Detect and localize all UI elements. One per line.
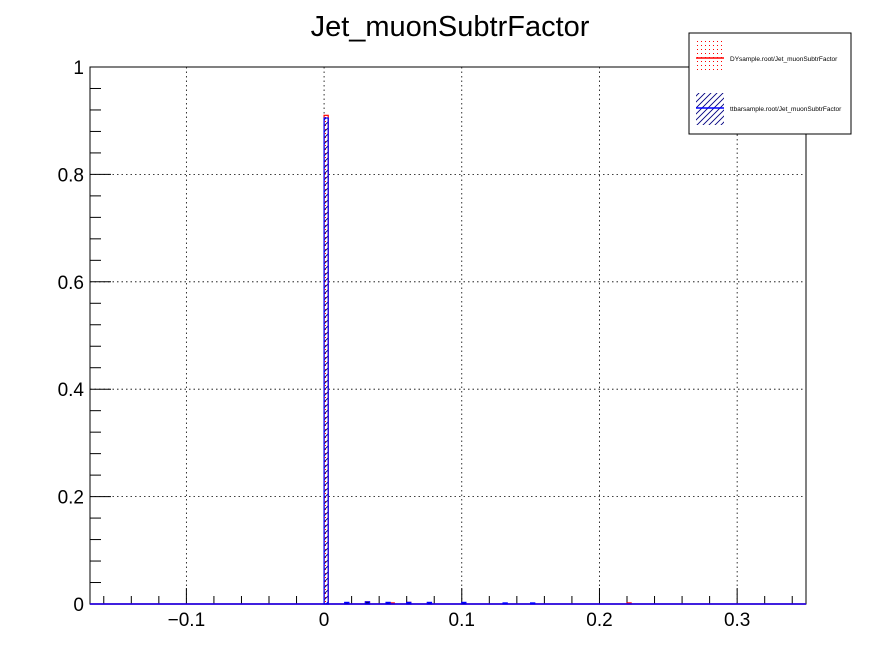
x-tick-label: 0.3 bbox=[724, 610, 750, 631]
chart-title: Jet_muonSubtrFactor bbox=[311, 11, 590, 43]
bar-ttbar bbox=[323, 117, 329, 605]
x-tick-label: 0.2 bbox=[586, 610, 612, 631]
x-tick-label: 0 bbox=[319, 610, 330, 631]
axes: −0.1 0 0.1 0.2 0.3 0 0.2 0.4 0.6 0.8 1 bbox=[58, 58, 793, 631]
histogram-bars bbox=[90, 114, 806, 605]
y-tick-label: 0 bbox=[73, 595, 84, 616]
y-tick-label: 0.6 bbox=[58, 273, 84, 294]
legend-label-ttbar: ttbarsample.root/Jet_muonSubtrFactor bbox=[730, 106, 842, 113]
grid-lines bbox=[90, 67, 806, 604]
x-tick-label: −0.1 bbox=[168, 610, 206, 631]
plot-frame bbox=[89, 66, 807, 605]
y-tick-label: 1 bbox=[73, 58, 84, 79]
y-tick-label: 0.2 bbox=[58, 488, 84, 509]
y-tick-label: 0.4 bbox=[58, 380, 85, 401]
legend-swatch-ttbar bbox=[696, 93, 724, 125]
legend: DYsample.root/Jet_muonSubtrFactor ttbars… bbox=[688, 32, 852, 135]
y-tick-label: 0.8 bbox=[58, 165, 84, 186]
x-tick-label: 0.1 bbox=[449, 610, 475, 631]
legend-swatch-dy bbox=[696, 40, 724, 71]
legend-label-dy: DYsample.root/Jet_muonSubtrFactor bbox=[730, 56, 838, 63]
